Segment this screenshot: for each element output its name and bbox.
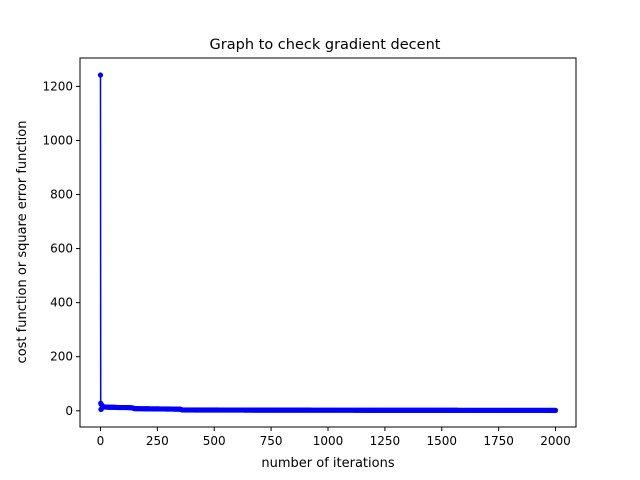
y-axis-label: cost function or square error function bbox=[15, 121, 30, 364]
y-axis: 0 200 400 600 800 1000 1200 bbox=[42, 79, 80, 418]
y-tick-label: 1000 bbox=[42, 133, 73, 147]
y-tick-label: 200 bbox=[50, 350, 73, 364]
x-tick-label: 1000 bbox=[313, 434, 344, 448]
y-tick-label: 600 bbox=[50, 242, 73, 256]
x-tick-label: 1750 bbox=[483, 434, 514, 448]
plot-frame bbox=[79, 57, 577, 428]
x-axis-label: number of iterations bbox=[261, 456, 394, 471]
data-point bbox=[97, 72, 104, 78]
series-layer bbox=[97, 72, 559, 413]
chart-title: Graph to check gradient decent bbox=[210, 37, 441, 53]
y-tick-label: 400 bbox=[50, 296, 73, 310]
data-point bbox=[552, 407, 559, 413]
x-tick-label: 1500 bbox=[426, 434, 457, 448]
x-tick-label: 2000 bbox=[540, 434, 571, 448]
x-tick-label: 750 bbox=[260, 434, 283, 448]
y-tick-label: 1200 bbox=[42, 79, 73, 93]
x-axis: 0 250 500 750 1000 1250 1500 1750 2000 bbox=[97, 427, 571, 448]
series-line bbox=[99, 75, 556, 412]
x-tick-label: 250 bbox=[146, 434, 169, 448]
x-tick-label: 500 bbox=[203, 434, 226, 448]
x-tick-label: 1250 bbox=[370, 434, 401, 448]
y-tick-label: 800 bbox=[50, 188, 73, 202]
y-tick-label: 0 bbox=[65, 404, 73, 418]
x-tick-label: 0 bbox=[97, 434, 105, 448]
